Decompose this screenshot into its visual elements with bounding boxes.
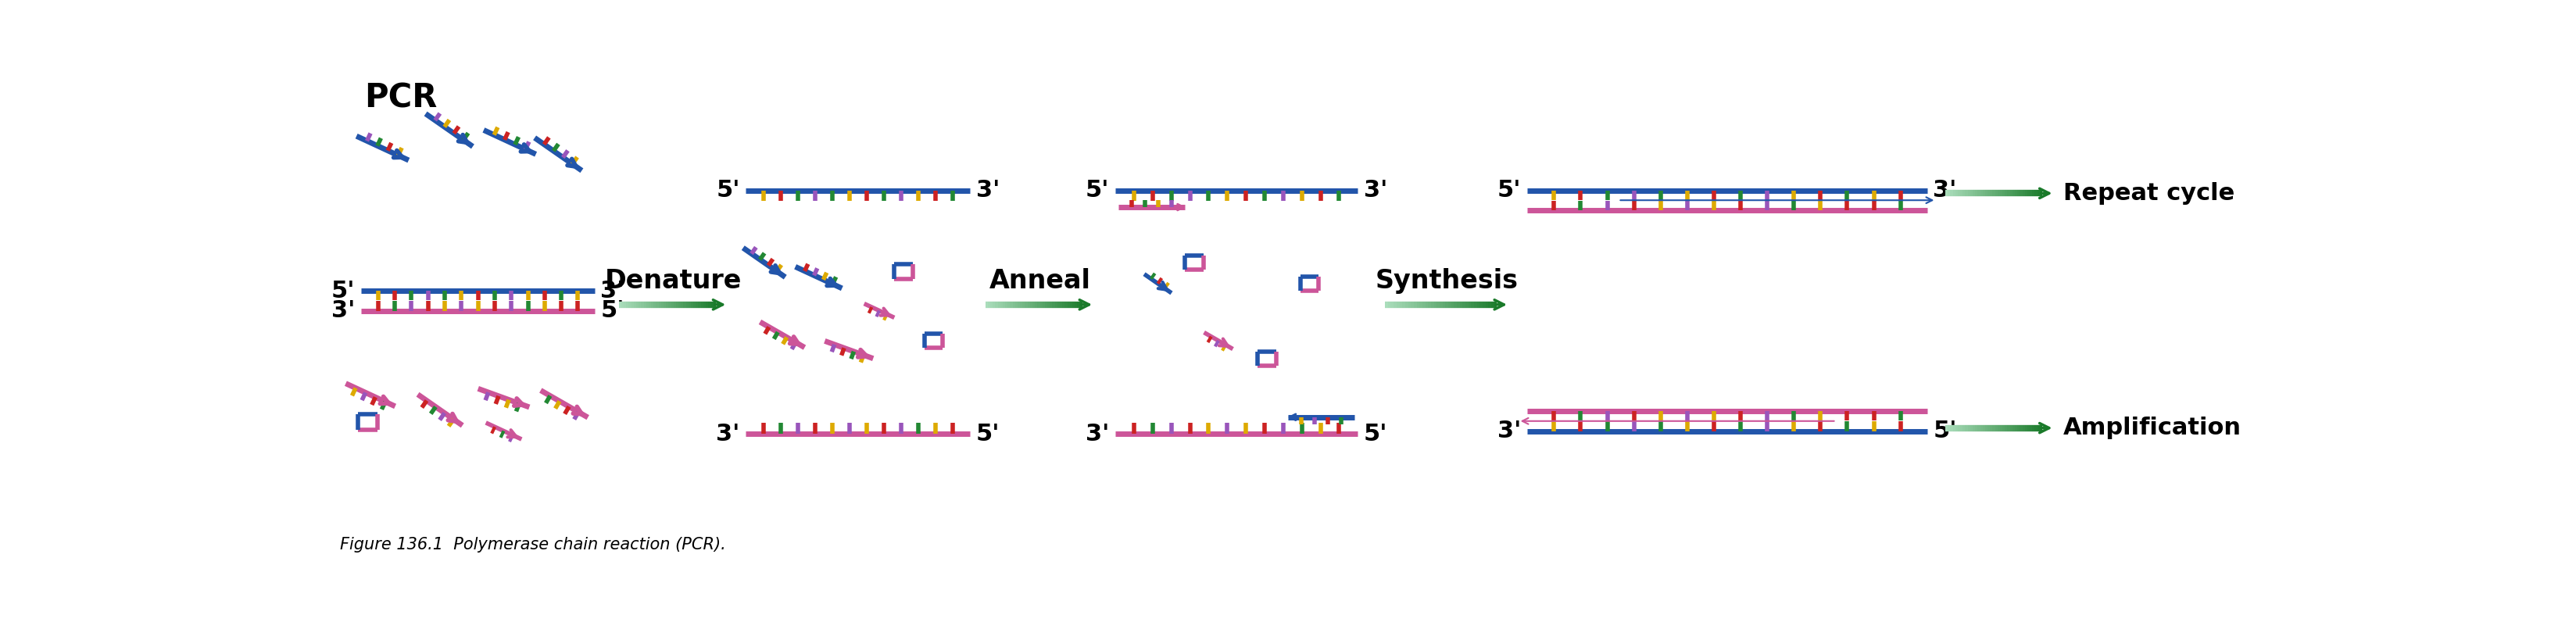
Text: 5': 5' [600, 299, 623, 322]
Text: 5': 5' [716, 179, 739, 202]
Text: 3': 3' [1084, 423, 1110, 446]
Text: 5': 5' [1084, 179, 1110, 202]
Text: 5': 5' [1932, 420, 1958, 442]
Text: 5': 5' [976, 423, 999, 446]
Text: 3': 3' [1363, 179, 1388, 202]
Text: Figure 136.1  Polymerase chain reaction (PCR).: Figure 136.1 Polymerase chain reaction (… [340, 537, 726, 553]
Text: Anneal: Anneal [989, 268, 1090, 294]
Text: Repeat cycle: Repeat cycle [2063, 182, 2236, 204]
Text: 5': 5' [332, 279, 355, 302]
Text: 5': 5' [1363, 423, 1388, 446]
Text: Synthesis: Synthesis [1376, 268, 1520, 294]
Text: 3': 3' [1932, 179, 1958, 202]
Text: Denature: Denature [605, 268, 742, 294]
Text: 3': 3' [332, 299, 355, 322]
Text: 3': 3' [600, 279, 623, 302]
Text: 3': 3' [1497, 420, 1522, 442]
Text: 3': 3' [976, 179, 999, 202]
Text: Amplification: Amplification [2063, 417, 2241, 439]
Text: 5': 5' [1497, 179, 1522, 202]
Text: PCR: PCR [363, 82, 438, 115]
Text: 3': 3' [716, 423, 739, 446]
